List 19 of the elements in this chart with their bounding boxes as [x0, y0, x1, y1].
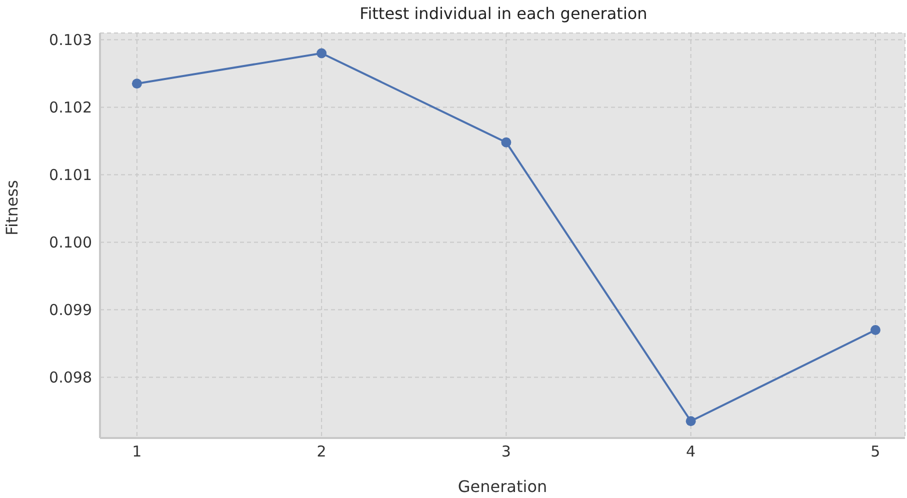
y-tick-label: 0.102	[49, 98, 92, 117]
point	[132, 78, 142, 89]
point	[870, 325, 880, 335]
x-tick-label: 2	[316, 442, 326, 461]
x-tick-label: 3	[501, 442, 511, 461]
y-tick-label: 0.100	[49, 234, 92, 252]
x-tick-label: 4	[686, 442, 696, 461]
x-axis-title: Generation	[458, 477, 548, 496]
x-tick-label: 1	[132, 442, 142, 461]
y-tick-label: 0.101	[49, 166, 92, 184]
x-tick-label: 5	[870, 442, 880, 461]
point	[501, 137, 512, 148]
y-tick-label: 0.099	[49, 301, 92, 320]
y-axis-title: Fitness	[2, 180, 22, 236]
chart-title: Fittest individual in each generation	[358, 4, 648, 23]
y-tick-label: 0.098	[49, 368, 92, 387]
point	[316, 48, 327, 58]
point	[686, 416, 696, 426]
y-tick-label: 0.103	[49, 31, 92, 50]
